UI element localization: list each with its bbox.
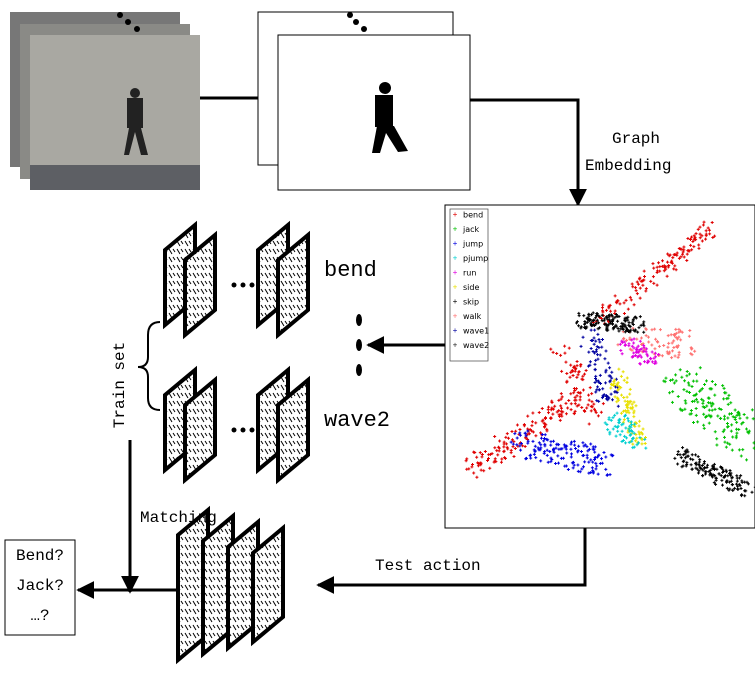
video-frames bbox=[10, 12, 200, 190]
frame bbox=[278, 35, 470, 190]
legend-marker: + bbox=[453, 298, 458, 307]
legend-marker: + bbox=[453, 342, 458, 351]
legend-label: run bbox=[463, 269, 476, 278]
floor bbox=[30, 165, 200, 190]
test-action-label: Test action bbox=[375, 557, 481, 575]
legend-label: skip bbox=[463, 298, 479, 307]
output-line: …? bbox=[30, 607, 49, 625]
embedding-plot bbox=[445, 205, 755, 528]
legend-marker: + bbox=[453, 211, 458, 220]
diagram: Graph Embedding + bend + jack + jump + pjump + ru… bbox=[0, 0, 755, 674]
legend-label: bend bbox=[463, 211, 483, 220]
legend-marker: + bbox=[453, 327, 458, 336]
embedding-label: Embedding bbox=[585, 157, 671, 175]
legend-label: side bbox=[463, 283, 479, 292]
output-line: Jack? bbox=[16, 577, 64, 595]
graph-label: Graph bbox=[612, 130, 660, 148]
legend-label: jump bbox=[462, 240, 483, 249]
legend-label: pjump bbox=[463, 254, 488, 263]
legend-marker: + bbox=[453, 226, 458, 235]
train-set-label: Train set bbox=[111, 342, 129, 428]
legend-marker: + bbox=[453, 284, 458, 293]
silhouette-frames bbox=[258, 12, 470, 190]
legend-label: walk bbox=[463, 312, 482, 321]
page: Graph Embedding + bend + jack + jump + pjump + ru… bbox=[0, 0, 755, 674]
legend-marker: + bbox=[453, 313, 458, 322]
output-line: Bend? bbox=[16, 547, 64, 565]
vertical-ellipsis bbox=[356, 314, 362, 376]
legend-marker: + bbox=[453, 269, 458, 278]
legend-label: jack bbox=[462, 225, 480, 234]
class-label: bend bbox=[324, 258, 377, 283]
horizontal-ellipsis bbox=[232, 283, 255, 433]
brace bbox=[138, 322, 160, 410]
legend-label: wave2 bbox=[463, 341, 489, 350]
arrow bbox=[470, 100, 578, 205]
legend-label: wave1 bbox=[463, 327, 489, 336]
legend-marker: + bbox=[453, 240, 458, 249]
matching-label: Matching bbox=[140, 509, 217, 527]
legend-marker: + bbox=[453, 255, 458, 264]
train-templates bbox=[165, 225, 308, 660]
class-label: wave2 bbox=[324, 408, 390, 433]
